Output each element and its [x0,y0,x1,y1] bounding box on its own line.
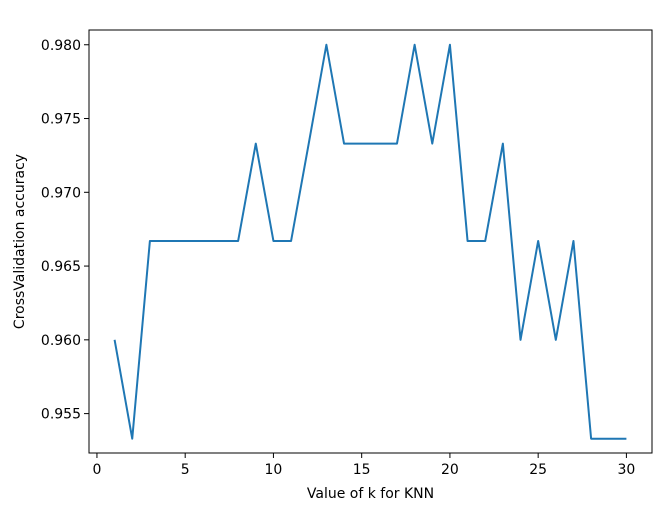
data-point [149,240,151,242]
data-point [502,143,504,145]
data-point [308,143,310,145]
data-point [219,240,221,242]
y-axis-label: CrossValidation accuracy [12,154,28,329]
data-point [625,438,627,440]
data-point [343,143,345,145]
data-point [467,240,469,242]
data-point [272,240,274,242]
x-axis-ticks: 0 5 10 15 20 25 30 [92,453,635,478]
data-point [361,143,363,145]
data-point [555,339,557,341]
x-tick-label: 25 [529,462,547,478]
y-tick-label: 0.955 [41,407,81,423]
data-point [378,143,380,145]
x-tick-label: 0 [92,462,101,478]
y-tick-label: 0.965 [41,259,81,275]
data-point [590,438,592,440]
data-point [255,143,257,145]
data-point [202,240,204,242]
data-point [520,339,522,341]
y-axis-ticks: 0.955 0.960 0.965 0.970 0.975 0.980 [41,38,89,423]
data-point [325,44,327,46]
data-point [396,143,398,145]
x-tick-label: 30 [617,462,635,478]
data-point [537,240,539,242]
y-tick-label: 0.975 [41,112,81,128]
x-tick-label: 10 [265,462,283,478]
x-tick-label: 15 [353,462,371,478]
x-tick-label: 20 [441,462,459,478]
data-point [414,44,416,46]
accuracy-series-line [113,43,627,440]
plot-frame [88,29,653,454]
data-point [167,240,169,242]
data-point [608,438,610,440]
data-point [449,44,451,46]
data-point [431,143,433,145]
y-tick-label: 0.970 [41,185,81,201]
data-point [290,240,292,242]
data-point [131,438,133,440]
data-point [114,339,116,341]
data-point [184,240,186,242]
data-point [572,240,574,242]
x-axis-label: Value of k for KNN [307,486,434,502]
y-tick-label: 0.960 [41,333,81,349]
y-tick-label: 0.980 [41,38,81,54]
x-tick-label: 5 [181,462,190,478]
data-point [237,240,239,242]
data-point [484,240,486,242]
